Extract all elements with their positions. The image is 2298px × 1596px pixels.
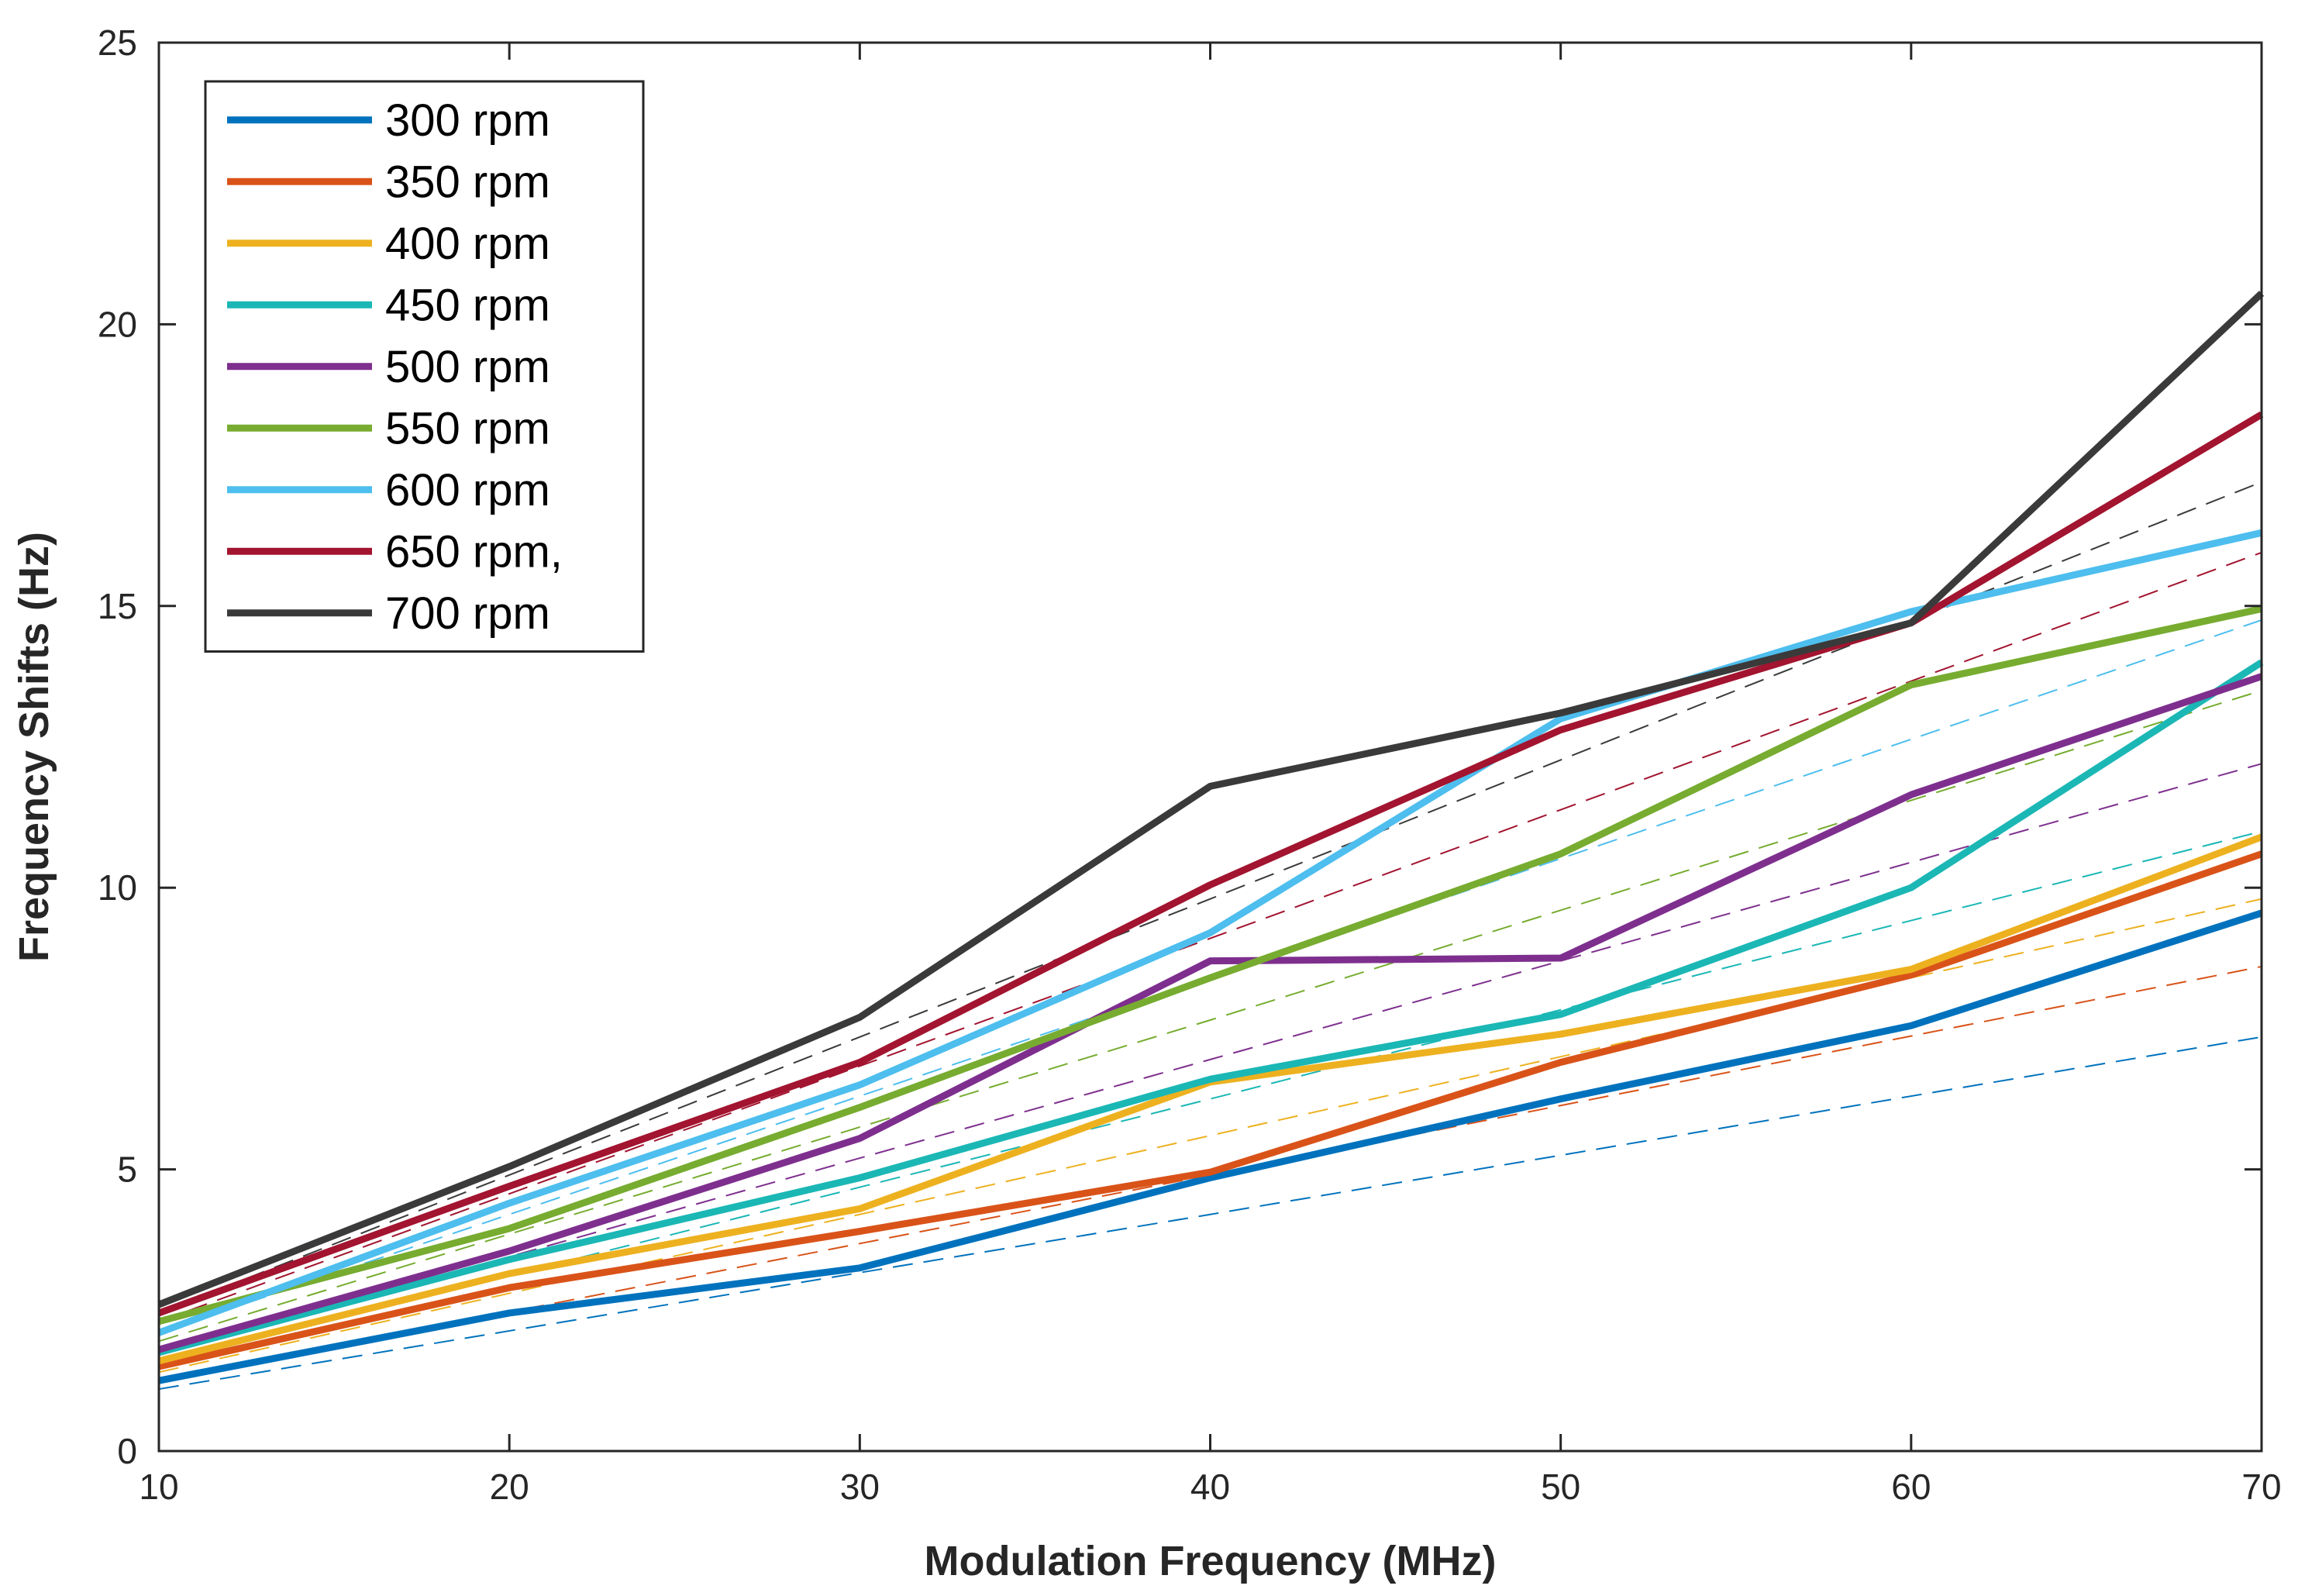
series-line-8 — [157, 291, 2265, 1308]
series-line-0 — [158, 909, 2263, 1384]
x-tick-label-5: 60 — [1891, 1467, 1931, 1507]
fit-line-7 — [158, 551, 2262, 1322]
x-tick-label-4: 50 — [1541, 1467, 1580, 1507]
series-line-5 — [157, 605, 2262, 1325]
y-tick-label-5: 25 — [98, 22, 137, 63]
series-line-6 — [157, 529, 2262, 1336]
legend-label-8: 700 rpm — [385, 588, 550, 639]
y-tick-label-0: 0 — [117, 1431, 137, 1471]
legend-label-4: 500 rpm — [385, 342, 550, 392]
fit-line-4 — [158, 763, 2262, 1356]
x-tick-label-6: 70 — [2241, 1467, 2281, 1507]
series-line-3 — [157, 659, 2264, 1356]
legend-label-1: 350 rpm — [385, 157, 550, 207]
series-lines-group — [157, 291, 2265, 1384]
fit-line-5 — [158, 689, 2262, 1343]
legend-label-7: 650 rpm, — [385, 526, 563, 577]
y-tick-label-1: 5 — [117, 1150, 137, 1190]
x-tick-label-2: 30 — [840, 1467, 880, 1507]
y-tick-label-2: 10 — [98, 867, 137, 908]
fit-line-8 — [158, 481, 2262, 1314]
series-line-1 — [158, 850, 2263, 1370]
fit-line-0 — [158, 1036, 2262, 1391]
series-line-2 — [157, 833, 2263, 1365]
fit-line-2 — [158, 898, 2262, 1374]
x-axis-title: Modulation Frequency (MHz) — [925, 1538, 1497, 1584]
legend-label-0: 300 rpm — [385, 95, 550, 146]
legend-label-5: 550 rpm — [385, 403, 550, 453]
legend-label-2: 400 rpm — [385, 219, 550, 269]
legend-label-6: 600 rpm — [385, 465, 550, 515]
series-line-4 — [157, 673, 2263, 1353]
fit-line-3 — [158, 830, 2262, 1365]
x-tick-label-0: 10 — [139, 1467, 178, 1507]
x-tick-label-1: 20 — [490, 1467, 529, 1507]
x-tick-label-3: 40 — [1190, 1467, 1230, 1507]
y-tick-label-3: 15 — [98, 586, 137, 626]
legend: 300 rpm 350 rpm 400 rpm 450 rpm 500 rpm 550 r… — [204, 80, 645, 653]
legend-label-3: 450 rpm — [385, 280, 550, 330]
y-axis-title: Frequency Shifts (Hz) — [11, 532, 57, 962]
axis-ticks-group: 10 20 30 40 50 60 70 0 5 10 15 20 25 — [98, 22, 2282, 1507]
y-tick-label-4: 20 — [98, 304, 137, 344]
